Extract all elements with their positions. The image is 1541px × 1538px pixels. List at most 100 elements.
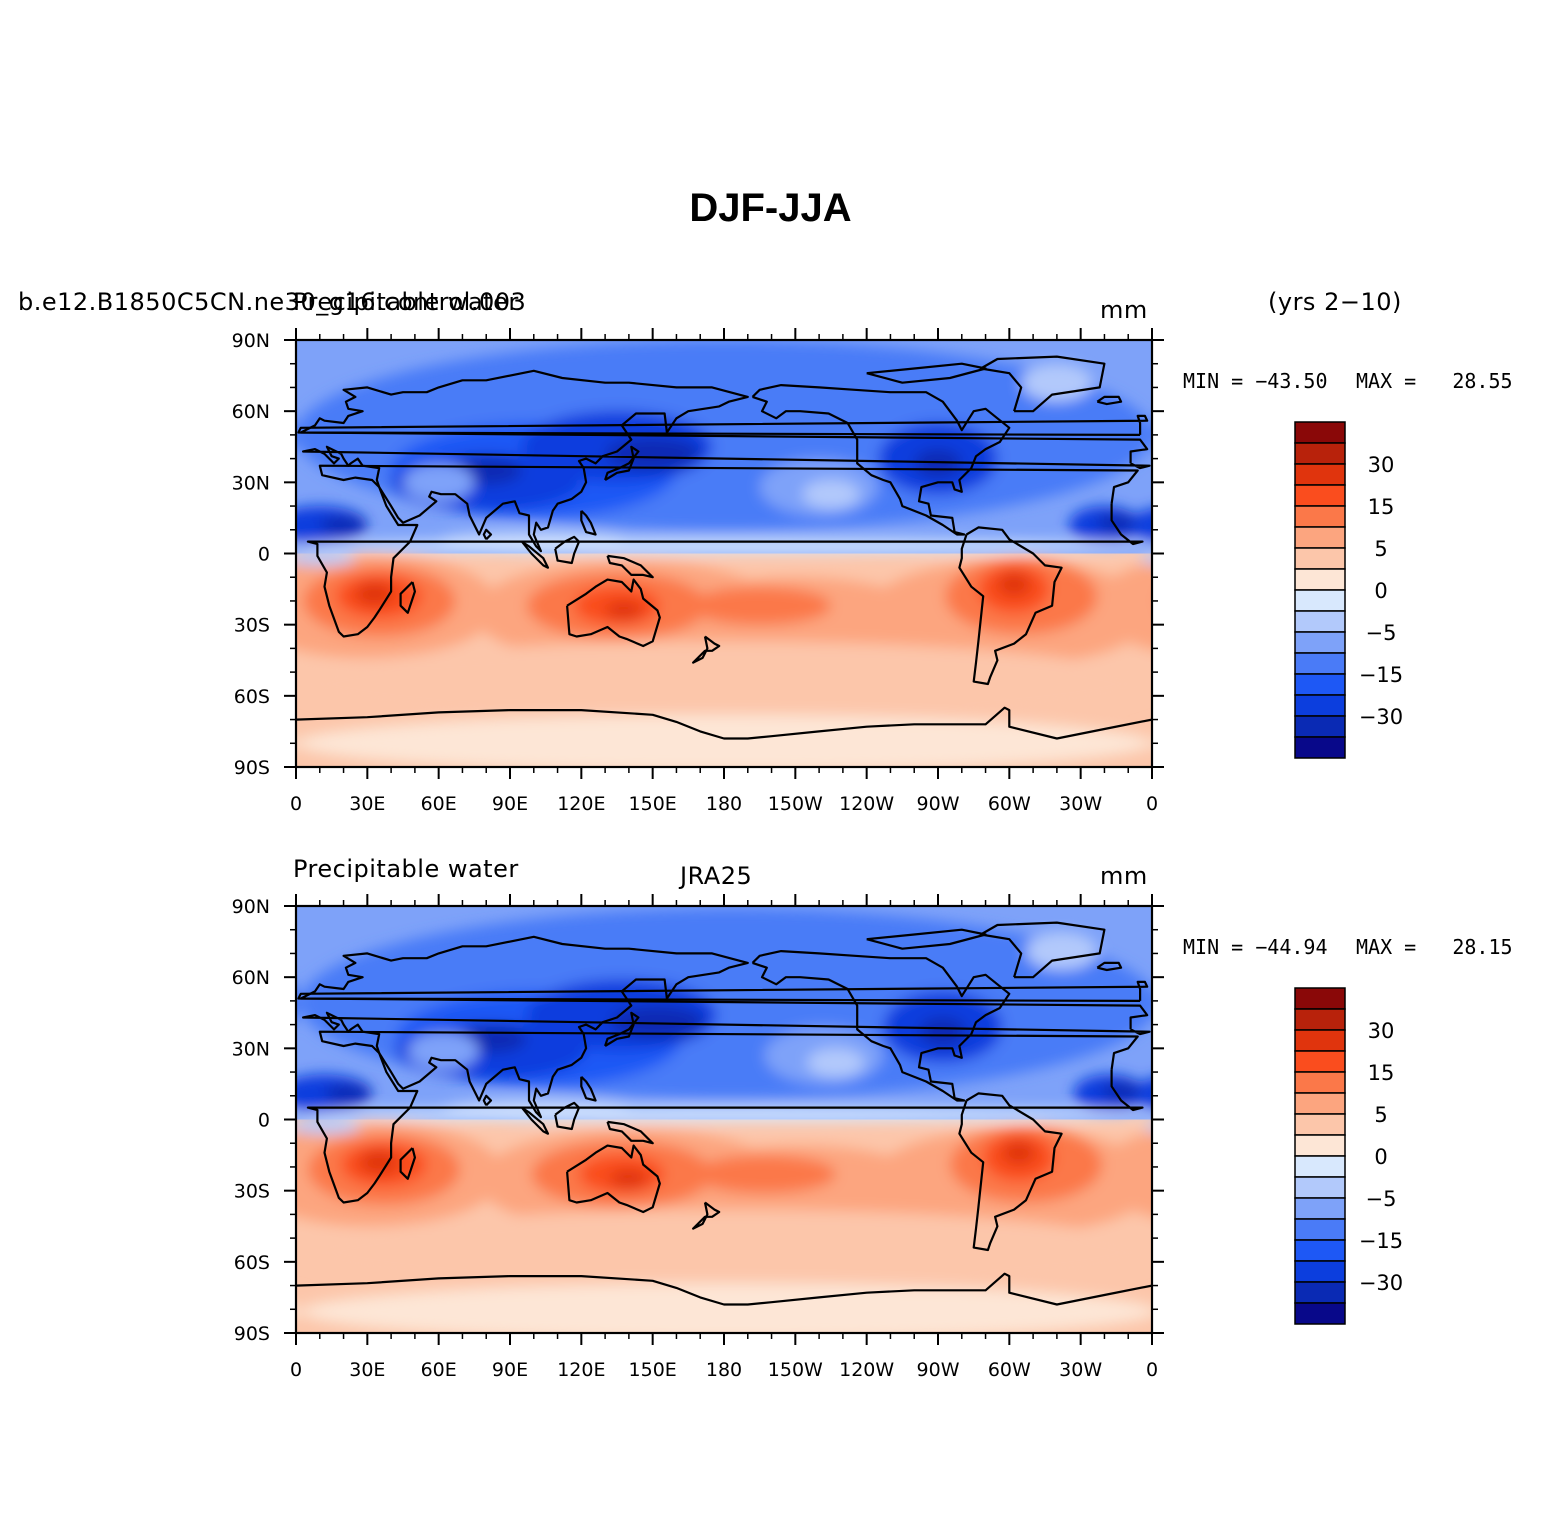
- contour-region: [605, 600, 644, 620]
- coastline-iceland: [1096, 961, 1123, 972]
- contour-region: [1252, 1022, 1442, 1079]
- lat-tick-label: 30S: [234, 1181, 270, 1203]
- contour-region: [296, 641, 1152, 727]
- contour-region: [246, 1082, 284, 1101]
- colorbar-swatch: [1294, 1239, 1346, 1262]
- contour-region: [1097, 513, 1136, 533]
- colorbar-swatch: [1294, 1155, 1346, 1178]
- contour-region: [1157, 1210, 1541, 1295]
- lon-tick-label: 0: [1146, 1359, 1158, 1381]
- colorbar-label: 5: [1374, 537, 1387, 561]
- contour-region: [0, 577, 82, 672]
- contour-region: [1152, 715, 1541, 772]
- contour-region: [63, 1017, 111, 1045]
- colorbar-swatch: [1294, 1197, 1346, 1220]
- contour-region: [300, 1107, 1152, 1122]
- lon-tick-label: 90E: [492, 1359, 528, 1381]
- contour-region: [802, 479, 860, 509]
- coastline-newguinea: [606, 1120, 654, 1145]
- lon-tick-label: 30W: [1059, 1359, 1102, 1381]
- contour-region: [165, 364, 236, 402]
- contour-region: [0, 480, 4, 508]
- lon-tick-label: 150W: [768, 793, 823, 815]
- contour-region: [170, 932, 241, 970]
- contour-region: [1157, 1283, 1541, 1340]
- panel2-map-field: [0, 906, 1541, 1340]
- lon-tick-label: 60W: [988, 1359, 1031, 1381]
- lat-tick-label: 0: [258, 544, 270, 566]
- colorbar-swatch: [1294, 1008, 1346, 1031]
- colorbar-swatch: [1294, 610, 1346, 633]
- contour-region: [609, 1169, 648, 1189]
- contour-region: [1144, 1122, 1152, 1131]
- contour-region: [146, 1141, 179, 1165]
- panel2-max-label: MAX = 28.15: [1356, 935, 1513, 959]
- contour-region: [1211, 582, 1249, 606]
- coastline-iceland: [1096, 395, 1123, 406]
- contour-region: [324, 1083, 373, 1103]
- contour-region: [1330, 561, 1541, 665]
- contour-region: [688, 586, 832, 625]
- contour-region: [0, 459, 23, 516]
- colorbar-swatch: [1294, 631, 1346, 654]
- lon-tick-label: 0: [1146, 793, 1158, 815]
- contour-region: [1192, 575, 1278, 618]
- panel1-units: mm: [1100, 296, 1148, 324]
- contour-region: [1025, 932, 1098, 971]
- colorbar-swatch: [1294, 1302, 1346, 1325]
- coastline-antarctica: [296, 706, 1152, 740]
- lat-tick-label: 60S: [234, 686, 270, 708]
- colorbar-label: −30: [1359, 1271, 1403, 1295]
- contour-region: [1002, 1140, 1036, 1165]
- lat-tick-label: 90N: [232, 896, 270, 918]
- contour-region: [296, 1113, 301, 1116]
- colorbar-swatch: [1294, 463, 1346, 486]
- lon-tick-label: 180: [706, 793, 742, 815]
- contour-region: [58, 449, 106, 477]
- coastline-philippines: [580, 510, 597, 536]
- contour-region: [1383, 572, 1541, 638]
- coastline-japan: [604, 445, 640, 481]
- lon-tick-label: 30E: [349, 793, 385, 815]
- contour-region: [1152, 539, 1541, 553]
- lat-tick-label: 60N: [232, 967, 270, 989]
- colorbar-swatch: [1294, 715, 1346, 738]
- coastline-japan: [604, 1011, 640, 1047]
- contour-region: [0, 1027, 27, 1084]
- lon-tick-label: 90W: [917, 793, 960, 815]
- lat-tick-label: 30N: [232, 1038, 270, 1060]
- panel1-min-label: MIN = −43.50: [1183, 369, 1328, 393]
- coastline-britain: [297, 414, 1149, 436]
- coastline-samerica: [958, 526, 1063, 686]
- lat-tick-label: 0: [258, 1110, 270, 1132]
- contour-region: [355, 581, 394, 606]
- contour-region: [997, 572, 1031, 597]
- colorbar-label: −15: [1359, 1229, 1403, 1253]
- colorbar-swatch: [1294, 987, 1346, 1010]
- coastline-nz: [691, 635, 721, 664]
- contour-region: [1387, 1141, 1541, 1207]
- coastline-namerica: [751, 384, 1011, 536]
- contour-region: [1430, 587, 1516, 625]
- coastline-britain: [297, 980, 1149, 1003]
- colorbar-label: −5: [1366, 621, 1397, 645]
- colorbar-1: 30 15 5 0 −5 −15 −30: [1294, 421, 1403, 759]
- coastline-madagascar: [399, 1147, 416, 1180]
- contour-region: [296, 1307, 301, 1316]
- panel1-variable-name: Precipitable water: [293, 288, 519, 316]
- coastline-sumatra: [521, 540, 550, 569]
- coastline-namerica: [751, 949, 1011, 1102]
- coastline-africa: [306, 464, 1144, 638]
- colorbar-swatch: [1294, 526, 1346, 549]
- contour-region: [1461, 601, 1499, 620]
- contour-region: [403, 463, 475, 502]
- colorbar-swatch: [1294, 421, 1346, 444]
- contour-region: [300, 1283, 1152, 1333]
- colorbar-swatch: [1294, 589, 1346, 612]
- colorbar-swatch: [1294, 694, 1346, 717]
- panel2-variable-name: Precipitable water: [293, 855, 519, 883]
- lon-tick-label: 30E: [349, 1359, 385, 1381]
- coastline-greenland: [979, 921, 1106, 979]
- colorbar-swatch: [1294, 673, 1346, 696]
